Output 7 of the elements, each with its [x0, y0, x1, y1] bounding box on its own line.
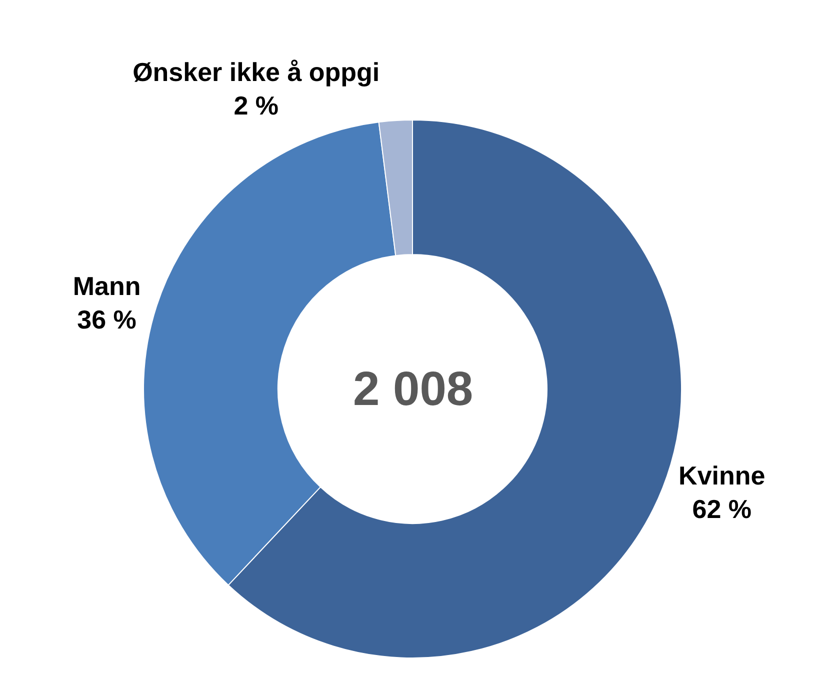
data-label: 62 % — [692, 494, 752, 524]
text: 2 008 — [353, 363, 474, 416]
data-label: 36 % — [77, 304, 136, 335]
slice-label: Ønsker ikke å oppgi — [132, 56, 380, 87]
data-label: 2 % — [234, 90, 279, 121]
slice-label: Kvinne — [678, 460, 766, 490]
slice-label: Mann — [72, 270, 141, 301]
